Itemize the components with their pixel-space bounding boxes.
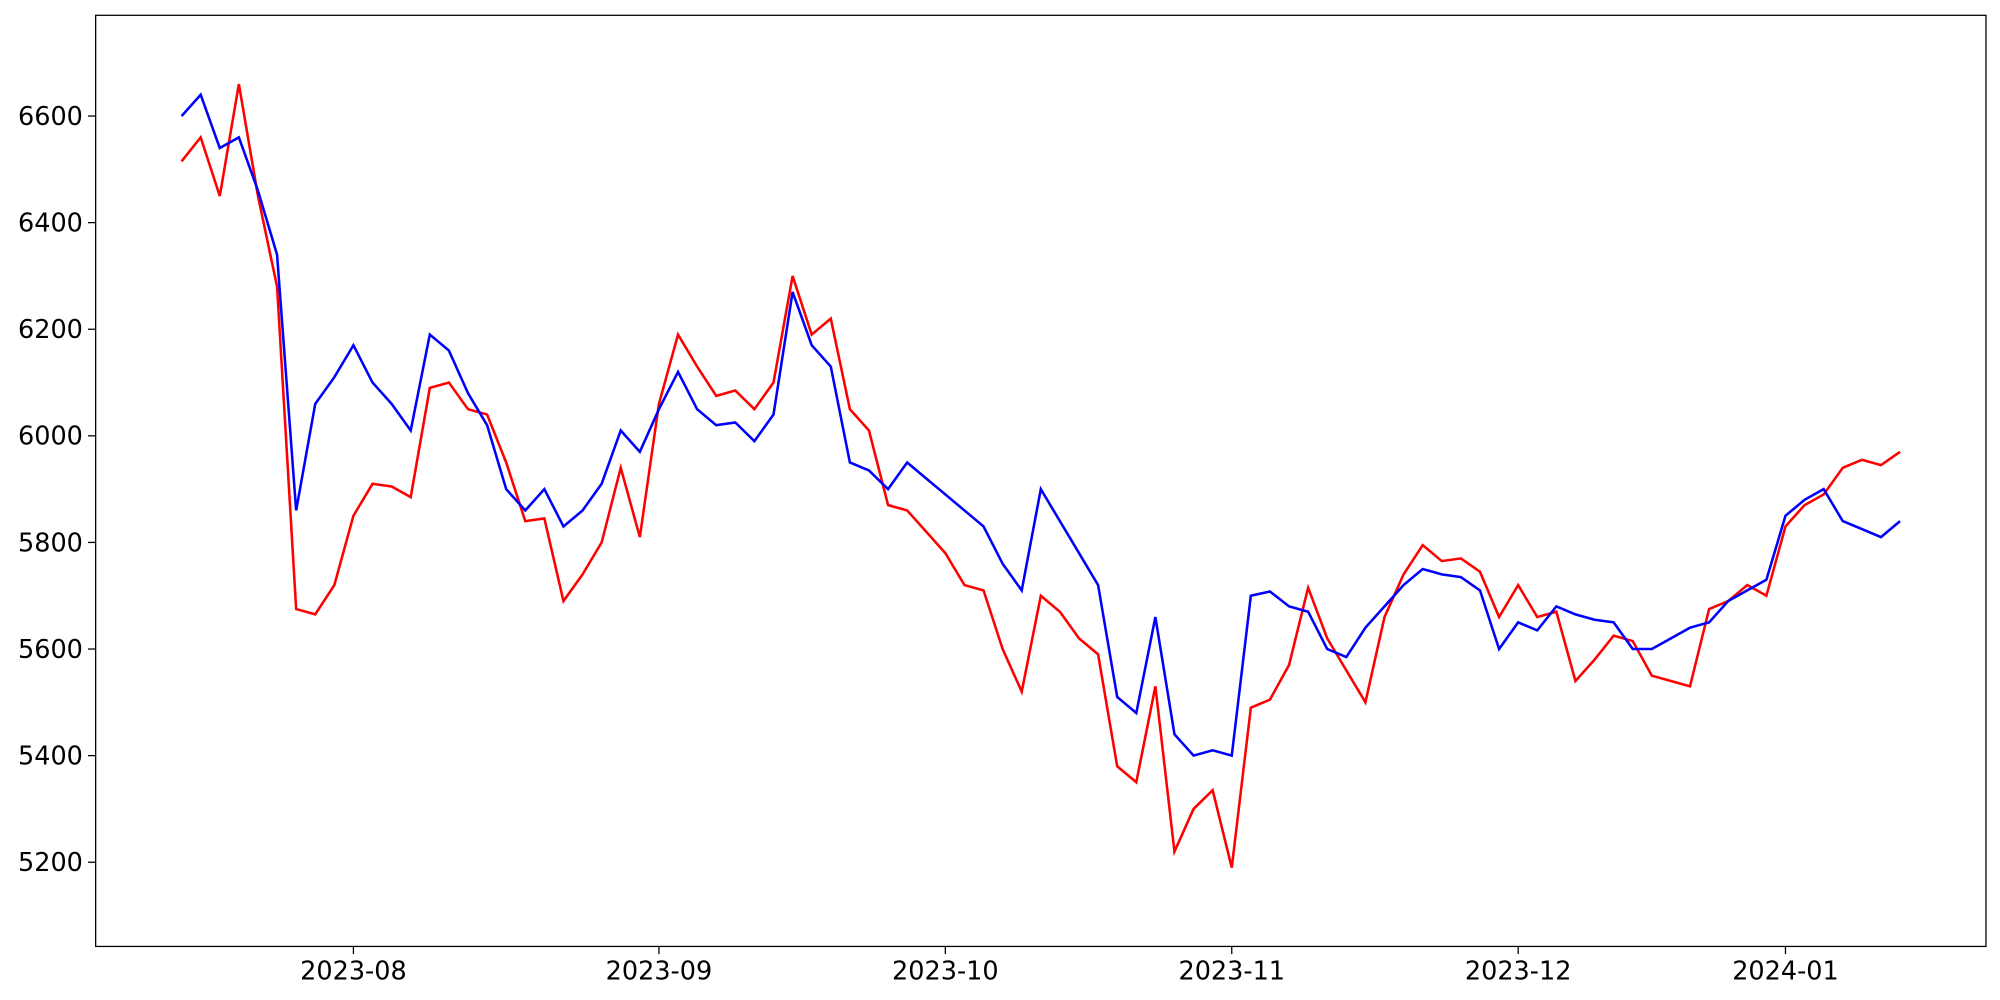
line-series [180,83,1901,868]
y-tick-label: 6200 [18,315,83,345]
y-tick-label: 5200 [18,848,83,878]
line-series [180,92,1901,758]
x-tick-label: 2023-11 [1178,957,1285,987]
x-tick-label: 2023-12 [1465,957,1572,987]
y-tick-label: 6000 [18,422,83,452]
x-tick-label: 2023-08 [300,957,407,987]
y-tick-label: 5600 [18,635,83,665]
x-tick-label: 2023-09 [606,957,713,987]
y-tick-label: 6600 [18,102,83,132]
plot-frame [95,14,1987,948]
x-tick-label: 2024-01 [1732,957,1839,987]
y-tick-label: 5400 [18,742,83,772]
x-tick-label: 2023-10 [892,957,999,987]
y-tick-label: 5800 [18,528,83,558]
y-tick-label: 6400 [18,209,83,239]
